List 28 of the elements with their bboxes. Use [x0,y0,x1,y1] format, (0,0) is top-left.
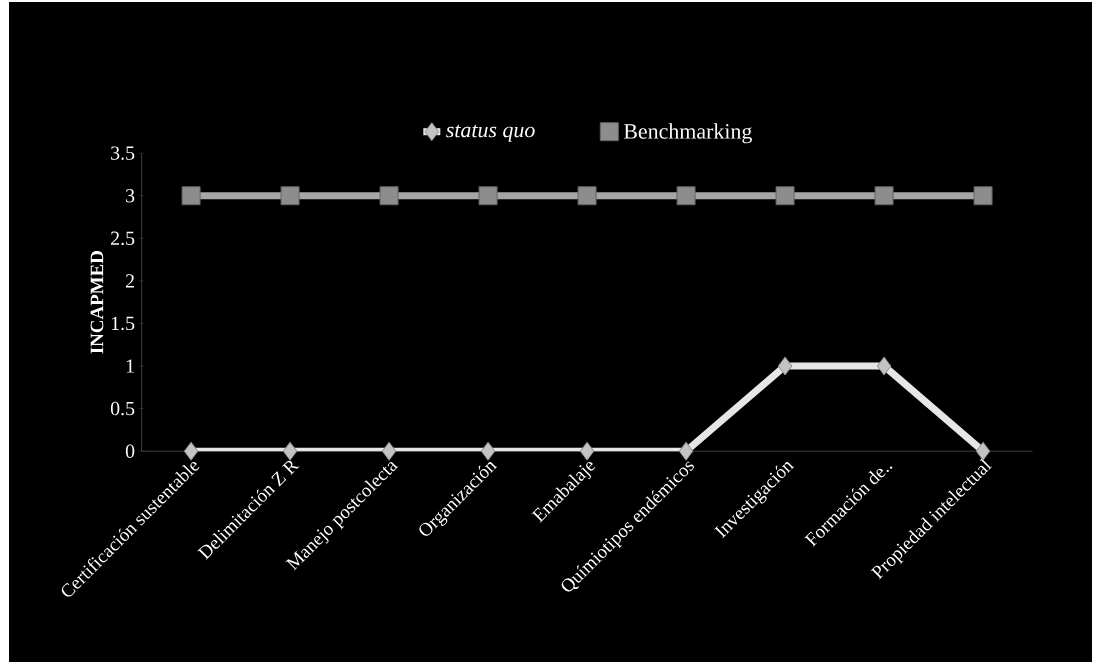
point [480,441,496,461]
legend-label: status quo [446,124,535,142]
point [775,186,795,206]
y-axis-title: INCAPMED [90,251,104,354]
y-tick-label: 3.5 [111,146,135,160]
point [478,186,498,206]
y-tick-label: 3 [126,189,135,203]
point [379,186,399,206]
legend-label: Benchmarking [623,123,752,144]
point [280,186,300,206]
point [973,186,993,206]
y-tick-label: 1.5 [111,316,135,331]
point [282,441,298,461]
y-tick-label: 2 [125,274,134,288]
point [876,356,892,376]
point [678,441,694,461]
point [676,186,696,206]
y-tick-label: 0.5 [110,401,135,416]
point [183,441,199,461]
y-tick-label: 1 [126,359,134,373]
point [577,186,597,206]
point [777,356,793,376]
y-tick-label: 0 [125,444,135,458]
point [381,441,397,461]
point [181,186,201,206]
point [579,441,595,461]
y-tick-label: 2.5 [111,231,135,246]
point [874,186,894,206]
